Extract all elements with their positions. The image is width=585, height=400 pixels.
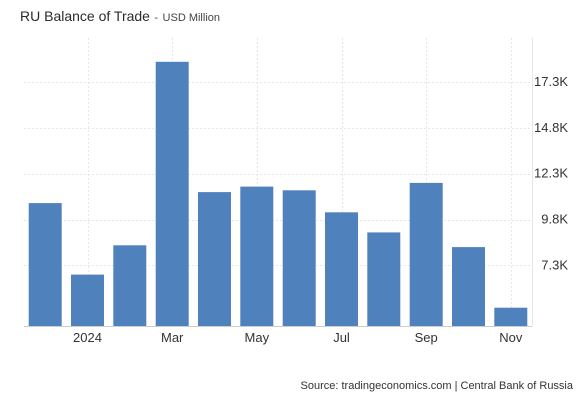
y-axis-tick-labels: 7.3K 9.8K 12.3K 14.8K 17.3K [534, 74, 568, 273]
x-tick-label: 2024 [73, 330, 102, 345]
bar [282, 190, 316, 326]
bar [28, 203, 62, 326]
y-tick-label: 12.3K [534, 166, 568, 181]
y-tick-label: 17.3K [534, 74, 568, 89]
y-tick-label: 14.8K [534, 120, 568, 135]
x-tick-label: Sep [415, 330, 438, 345]
x-tick-label: Nov [499, 330, 523, 345]
bar [494, 307, 528, 326]
bar [409, 182, 443, 326]
bar [240, 186, 274, 326]
chart-title-text: RU Balance of Trade [20, 8, 150, 24]
x-axis-tick-labels: 2024 Mar May Jul Sep Nov [73, 330, 523, 345]
x-tick-label: Jul [333, 330, 350, 345]
bar [367, 232, 401, 326]
chart-unit: USD Million [162, 12, 221, 24]
bar [198, 192, 231, 326]
bar [452, 247, 485, 326]
x-tick-label: Mar [161, 330, 184, 345]
bar [155, 61, 189, 327]
chart-unit-separator: - [154, 12, 159, 24]
x-tick-label: May [245, 330, 270, 345]
grid-lines [24, 38, 533, 326]
bar [325, 212, 358, 326]
bar [71, 274, 104, 326]
chart-title: RU Balance of Trade - USD Million [20, 8, 220, 26]
bar-series [28, 61, 528, 327]
bar [113, 245, 147, 326]
y-tick-label: 9.8K [541, 212, 568, 227]
source-attribution: Source: tradingeconomics.com | Central B… [300, 380, 573, 392]
y-tick-label: 7.3K [541, 258, 568, 273]
